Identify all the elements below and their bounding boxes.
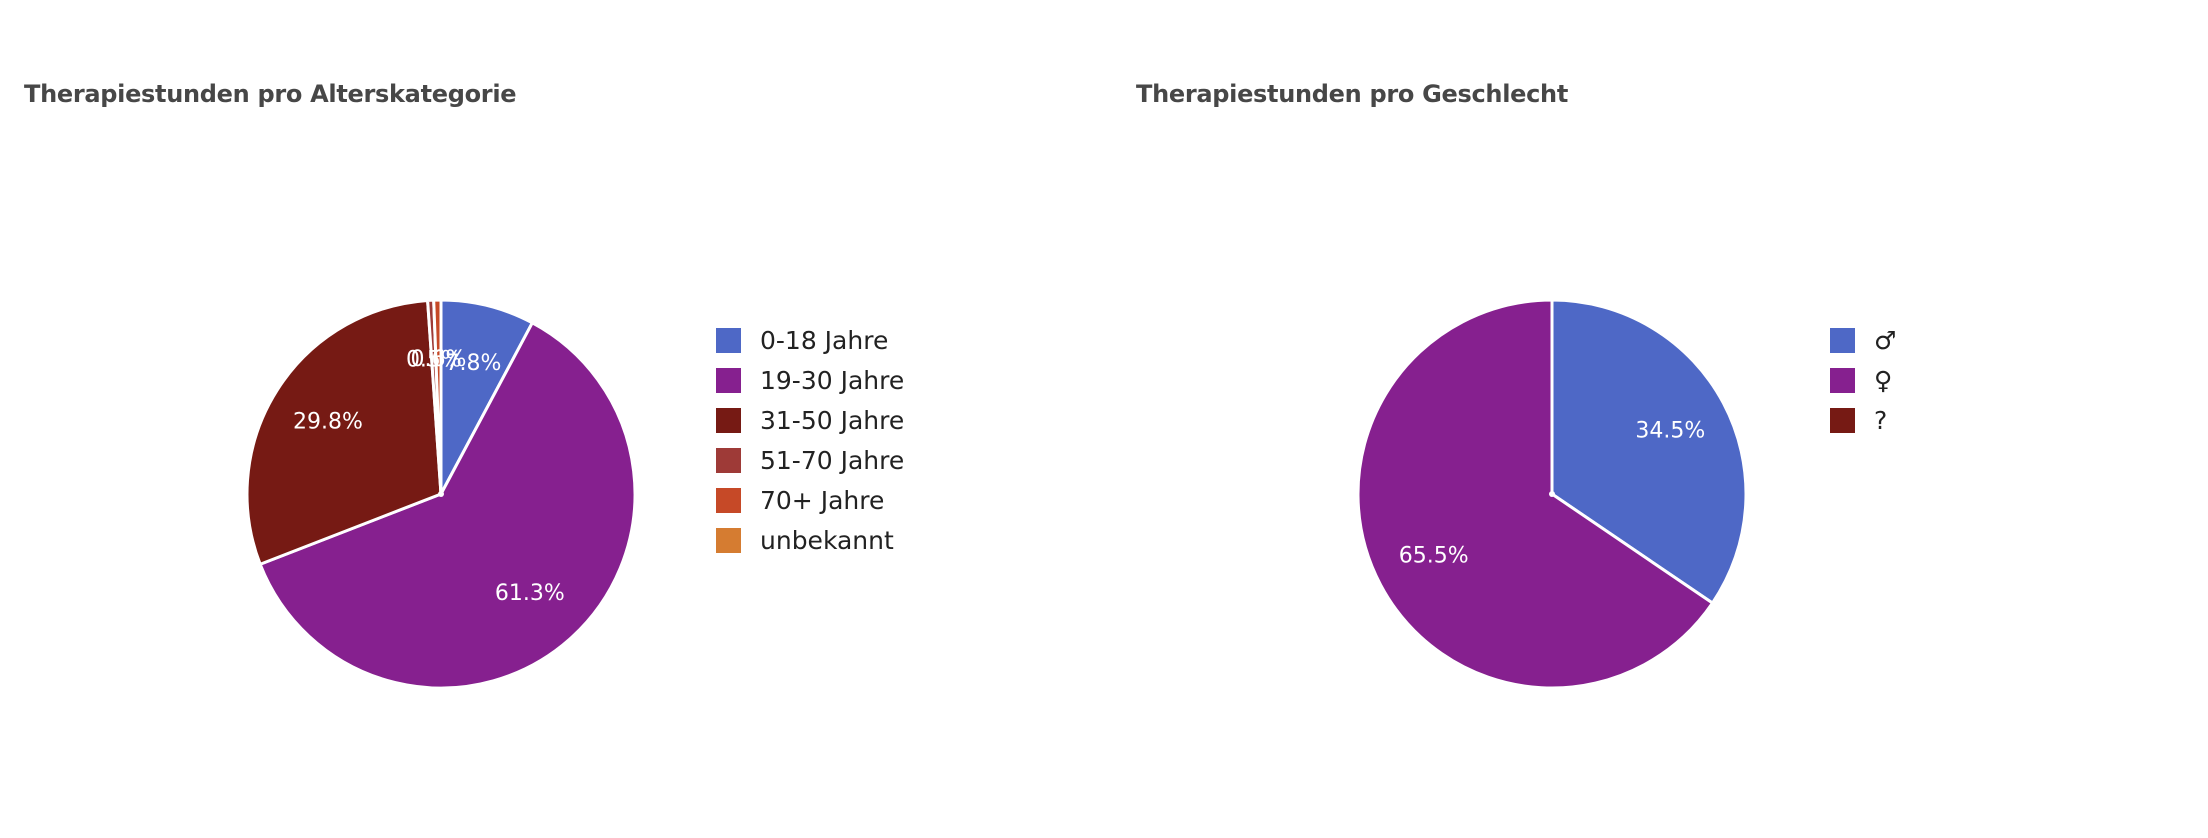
legend-swatch (1830, 407, 1855, 433)
slice-data-label: 65.5% (1399, 544, 1469, 569)
gender-legend: ♂ ♀ ? (1830, 320, 1896, 440)
legend-item[interactable]: 51-70 Jahre (716, 440, 904, 480)
legend-item[interactable]: 0-18 Jahre (716, 320, 904, 360)
legend-label: unbekannt (760, 525, 894, 555)
pie-slice-2[interactable] (1356, 298, 1714, 690)
legend-swatch (1830, 327, 1855, 353)
legend-label: 0-18 Jahre (760, 325, 889, 355)
gender-pie-chart: 34.5% 65.5% (1356, 298, 1748, 690)
legend-swatch (716, 327, 741, 353)
legend-swatch (716, 487, 741, 513)
pie-slice-1[interactable] (439, 298, 534, 496)
legend-item[interactable]: 70+ Jahre (716, 480, 904, 520)
legend-item[interactable]: 19-30 Jahre (716, 360, 904, 400)
legend-label: 31-50 Jahre (760, 405, 905, 435)
pie-slice-1[interactable] (1550, 298, 1748, 605)
gender-chart-panel: Therapiestunden pro Geschlecht 34.5% 65.5… (1104, 0, 2208, 838)
legend-swatch (716, 367, 741, 393)
legend-swatch (716, 407, 741, 433)
age-chart-panel: Therapiestunden pro Alterskategorie 7.8%… (24, 80, 904, 690)
legend-label: ♀ (1874, 365, 1893, 395)
legend-item[interactable]: ♀ (1830, 360, 1896, 400)
slice-data-label: 61.3% (495, 581, 565, 606)
slice-data-label: 7.8% (446, 351, 502, 376)
legend-swatch (716, 527, 741, 553)
slice-data-label: 29.8% (293, 409, 363, 434)
legend-swatch (716, 447, 741, 473)
age-pie-chart: 7.8% 61.3% 29.8% 0.5%0.6% (245, 298, 637, 690)
pie-center-dot (1549, 491, 1555, 497)
legend-label: ? (1874, 405, 1888, 435)
pie-slice-2[interactable] (258, 321, 637, 690)
age-legend: 0-18 Jahre 19-30 Jahre 31-50 Jahre 51-70… (716, 320, 904, 560)
slice-data-label: 0.6% (411, 347, 467, 372)
slice-data-label: 34.5% (1635, 418, 1705, 443)
legend-swatch (1830, 367, 1855, 393)
pie-slice-5[interactable] (432, 298, 443, 496)
chart-title: Therapiestunden pro Geschlecht (1136, 80, 1569, 108)
slice-data-label: 0.5% (406, 347, 462, 372)
legend-label: ♂ (1874, 325, 1897, 355)
legend-item[interactable]: ♂ (1830, 320, 1896, 360)
legend-label: 70+ Jahre (760, 485, 885, 515)
legend-item[interactable]: 31-50 Jahre (716, 400, 904, 440)
legend-item[interactable]: unbekannt (716, 520, 904, 560)
pie-center-dot (438, 491, 444, 497)
legend-label: 19-30 Jahre (760, 365, 905, 395)
pie-slice-3[interactable] (245, 298, 443, 566)
chart-title: Therapiestunden pro Alterskategorie (24, 80, 517, 108)
legend-label: 51-70 Jahre (760, 445, 905, 475)
legend-item[interactable]: ? (1830, 400, 1896, 440)
